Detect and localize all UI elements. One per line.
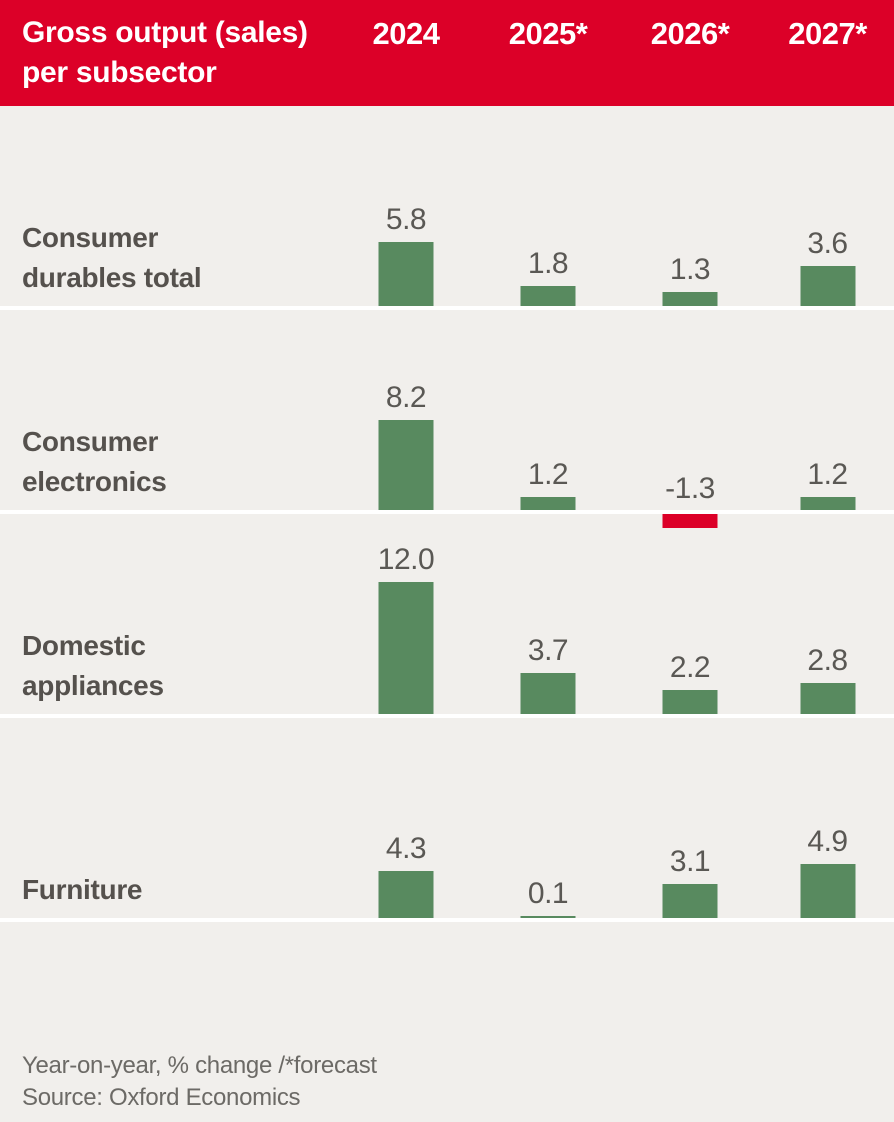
row-label: Consumer durables total: [22, 222, 202, 293]
bar-cell: 2.2: [619, 514, 761, 718]
bar-cell: 4.9: [761, 718, 894, 922]
value-bar: [800, 266, 855, 306]
value-bar: [378, 420, 434, 510]
value-bar: [378, 871, 434, 918]
value-label: 0.1: [527, 877, 569, 910]
value-label: 3.6: [807, 227, 848, 260]
value-bar: [800, 497, 855, 510]
value-bar: [520, 673, 576, 714]
source-note: Source: Oxford Economics: [22, 1084, 301, 1111]
bar-cell: 1.3: [619, 106, 761, 310]
value-label: 1.2: [527, 458, 569, 491]
value-bar: [378, 242, 434, 306]
value-label: 3.7: [527, 634, 569, 667]
bar-cell: 1.2: [477, 310, 619, 514]
value-label: 1.2: [807, 458, 848, 491]
row-label: Furniture: [22, 874, 143, 905]
chart-title-line2: per subsector: [22, 56, 217, 89]
value-bar: [520, 916, 576, 918]
bar-cell: 3.7: [477, 514, 619, 718]
subsector-row: Furniture 4.3 0.1 3.1 4.9: [0, 718, 894, 922]
subsector-row: Domestic appliances 12.0 3.7 2.2 2.8: [0, 514, 894, 718]
column-heading-2024: 2024: [372, 16, 440, 51]
value-bar: [520, 286, 576, 306]
bar-cell: 3.1: [619, 718, 761, 922]
value-bar: [662, 690, 718, 714]
chart-header: Gross output (sales) per subsector 2024 2…: [0, 0, 894, 106]
negative-value-bar: [662, 514, 718, 528]
bar-cell: 1.2: [761, 310, 894, 514]
chart-body: Consumer durables total 5.8 1.8 1.3 3.6 Consu…: [0, 106, 894, 922]
value-label: 4.9: [807, 825, 848, 858]
value-bar: [800, 864, 855, 918]
subsector-row: Consumer durables total 5.8 1.8 1.3 3.6: [0, 106, 894, 310]
bar-cell: 2.8: [761, 514, 894, 718]
chart-footer: Year-on-year, % change /*forecast Source…: [22, 1050, 377, 1114]
value-label: 12.0: [377, 543, 435, 576]
value-label: 2.8: [807, 644, 848, 677]
value-label: 4.3: [385, 832, 427, 865]
value-label: 3.1: [669, 845, 711, 878]
chart-title: Gross output (sales) per subsector: [0, 0, 335, 106]
value-bar: [378, 582, 434, 714]
value-label: 1.8: [527, 247, 569, 280]
value-label: 5.8: [385, 203, 427, 236]
value-bar: [662, 292, 718, 306]
bar-cell: 12.0: [335, 514, 477, 718]
bar-cell: 0.1: [477, 718, 619, 922]
bar-cell: 4.3: [335, 718, 477, 922]
value-bar: [662, 884, 718, 918]
bar-cell: 1.8: [477, 106, 619, 310]
value-label: 1.3: [669, 253, 711, 286]
column-heading-2026: 2026*: [650, 16, 730, 51]
value-label: 2.2: [669, 651, 711, 684]
value-label: 8.2: [385, 381, 427, 414]
value-label: -1.3: [665, 472, 715, 505]
value-bar: [520, 497, 576, 510]
column-heading-2027: 2027*: [788, 16, 867, 51]
row-label: Domestic appliances: [22, 630, 164, 701]
footnote: Year-on-year, % change /*forecast: [22, 1052, 377, 1079]
bar-cell: 5.8: [335, 106, 477, 310]
row-label: Consumer electronics: [22, 426, 167, 497]
value-bar: [800, 683, 855, 714]
bar-cell: 8.2: [335, 310, 477, 514]
bar-cell: -1.3: [619, 310, 761, 528]
bar-cell: 3.6: [761, 106, 894, 310]
subsector-row: Consumer electronics 8.2 1.2 -1.3 1.2: [0, 310, 894, 528]
column-heading-2025: 2025*: [508, 16, 588, 51]
chart-title-line1: Gross output (sales): [22, 16, 308, 49]
